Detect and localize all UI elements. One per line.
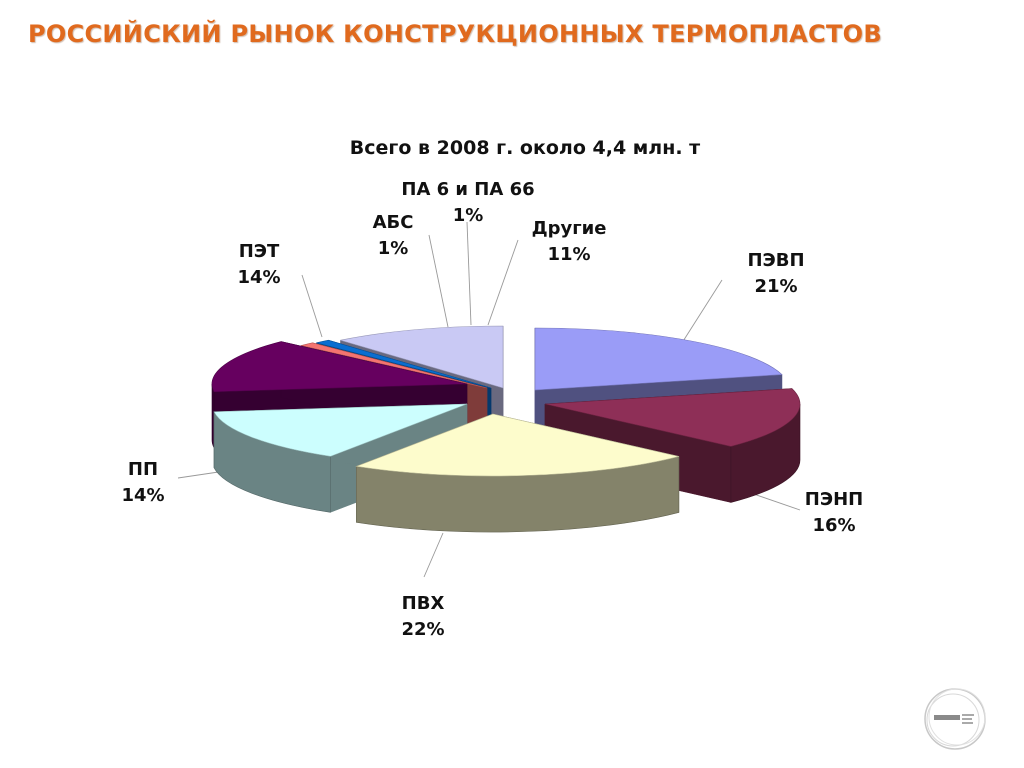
slide-title: РОССИЙСКИЙ РЫНОК КОНСТРУКЦИОННЫХ ТЕРМОПЛ… (28, 20, 882, 48)
leader-line-0 (679, 279, 723, 347)
slice-value-2: 22% (401, 619, 444, 640)
slice-value-0: 21% (754, 276, 797, 297)
slice-name-1: ПЭНП (805, 489, 863, 510)
slice-name-0: ПЭВП (747, 250, 804, 271)
slice-name-3: ПП (128, 459, 158, 480)
slice-top (211, 341, 468, 393)
slice-name-6: ПА 6 и ПА 66 (401, 179, 534, 200)
slice-value-4: 14% (237, 267, 280, 288)
leader-line-6 (466, 221, 472, 326)
logo-icon (924, 688, 986, 750)
slice-value-6: 1% (453, 205, 484, 226)
slice-value-5: 1% (378, 238, 409, 259)
pie-slice-2 (355, 413, 680, 533)
slice-name-5: АБС (373, 212, 414, 233)
slice-top (544, 388, 801, 447)
slice-top (316, 339, 492, 389)
slice-labels: ПЭВП 21% ПЭНП 16% ПВХ 22% ПП 14% ПЭТ 14% АБС 1% ПА 6… (121, 179, 863, 640)
slice-value-3: 14% (121, 485, 164, 506)
slice-name-7: Другие (532, 218, 607, 239)
slice-top (534, 327, 783, 391)
leader-line-2 (423, 532, 444, 578)
leader-line-4 (301, 274, 323, 338)
leader-line-5 (428, 234, 449, 328)
slice-name-2: ПВХ (402, 593, 445, 614)
slice-top (301, 342, 488, 389)
pie-slices (211, 325, 801, 533)
slice-top (355, 413, 679, 477)
slice-name-4: ПЭТ (239, 241, 280, 262)
slice-value-1: 16% (812, 515, 855, 536)
chart-title: Всего в 2008 г. около 4,4 млн. т (349, 137, 701, 159)
slice-value-7: 11% (547, 244, 590, 265)
leader-lines (177, 221, 801, 578)
slice-top (340, 325, 504, 389)
slice-top (213, 403, 468, 457)
leader-line-7 (487, 239, 519, 326)
slice-side (211, 383, 215, 448)
